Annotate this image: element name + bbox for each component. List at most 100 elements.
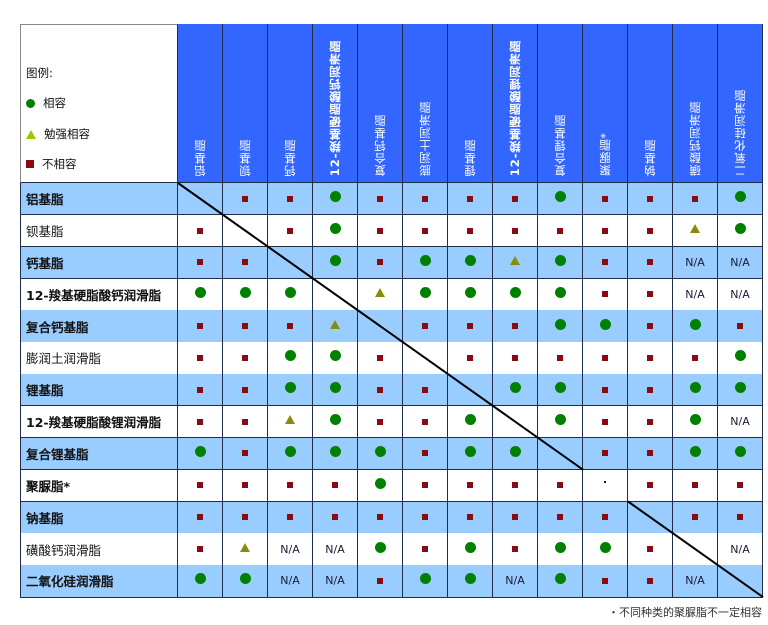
- incompatible-square-icon: [242, 386, 248, 393]
- compatible-circle-icon: [194, 573, 206, 585]
- table-cell: [448, 501, 493, 534]
- table-cell: [403, 565, 448, 598]
- table-cell: [718, 437, 763, 471]
- incompatible-square-icon: [737, 514, 743, 521]
- incompatible-square-icon: [377, 354, 383, 361]
- column-header-label: 12-羧基硬脂酸钙润滑脂: [328, 39, 342, 176]
- table-cell: [178, 310, 223, 343]
- table-cell: [223, 374, 268, 407]
- row-header: 二氧化硅润滑脂: [20, 565, 178, 598]
- cell-text: N/A: [730, 287, 750, 301]
- red-square-icon: [26, 160, 34, 168]
- table-cell: [223, 183, 268, 216]
- compatible-circle-icon: [554, 191, 566, 203]
- column-header-label: 二氧化硅润滑脂: [733, 88, 747, 177]
- incompatible-square-icon: [422, 418, 428, 425]
- incompatible-square-icon: [647, 482, 653, 489]
- table-cell: [583, 469, 628, 502]
- dot-icon: [604, 481, 606, 484]
- table-cell: [673, 183, 718, 216]
- fair-triangle-icon: [510, 255, 520, 265]
- table-cell: [223, 246, 268, 280]
- column-header: 12-羧基硬脂酸锂润滑脂: [493, 24, 538, 183]
- table-cell: [448, 310, 493, 343]
- column-header: 12-羧基硬脂酸钙润滑脂: [313, 24, 358, 183]
- compatible-circle-icon: [374, 541, 386, 553]
- table-cell: [358, 405, 403, 439]
- table-cell: [313, 342, 358, 375]
- table-cell: [223, 565, 268, 598]
- cell-text: N/A: [685, 255, 705, 269]
- column-header: 磺酸钙润滑脂: [673, 24, 718, 183]
- incompatible-square-icon: [647, 386, 653, 393]
- table-cell: [538, 310, 583, 343]
- compatible-circle-icon: [464, 286, 476, 298]
- table-cell: [493, 533, 538, 566]
- table-cell: [178, 533, 223, 566]
- table-cell: [538, 565, 583, 598]
- table-cell: [223, 405, 268, 439]
- table-cell: [358, 342, 403, 375]
- table-cell: [358, 183, 403, 216]
- row-header: 磺酸钙润滑脂: [20, 533, 178, 566]
- table-cell: N/A: [313, 533, 358, 566]
- column-header: 锂基脂: [448, 24, 493, 183]
- table-cell: [628, 469, 673, 502]
- table-cell: [628, 405, 673, 439]
- table-cell: [313, 310, 358, 343]
- table-cell: [223, 501, 268, 534]
- triangle-icon: [26, 129, 36, 139]
- incompatible-square-icon: [197, 323, 203, 330]
- cell-text: N/A: [325, 542, 345, 556]
- column-header: 钠基脂: [628, 24, 673, 183]
- table-cell: [718, 565, 763, 598]
- incompatible-square-icon: [422, 482, 428, 489]
- table-cell: [403, 469, 448, 502]
- table-cell: [538, 342, 583, 375]
- incompatible-square-icon: [647, 227, 653, 234]
- table-cell: [448, 437, 493, 471]
- table-cell: N/A: [673, 246, 718, 280]
- incompatible-square-icon: [692, 514, 698, 521]
- incompatible-square-icon: [287, 195, 293, 202]
- table-cell: [403, 405, 448, 439]
- incompatible-square-icon: [467, 227, 473, 234]
- column-header-label: 钡基脂: [238, 138, 252, 177]
- compatible-circle-icon: [554, 382, 566, 394]
- table-cell: [178, 565, 223, 598]
- table-cell: [583, 533, 628, 566]
- compatible-circle-icon: [599, 541, 611, 553]
- table-cell: [718, 374, 763, 407]
- compatible-circle-icon: [554, 254, 566, 266]
- table-cell: [313, 278, 358, 311]
- table-cell: [358, 437, 403, 471]
- incompatible-square-icon: [512, 546, 518, 553]
- fair-triangle-icon: [690, 224, 700, 234]
- compatible-circle-icon: [689, 318, 701, 330]
- column-header-label: 12-羧基硬脂酸锂润滑脂: [508, 39, 522, 176]
- incompatible-square-icon: [377, 514, 383, 521]
- column-header-label: 复合钙基脂: [373, 113, 387, 177]
- incompatible-square-icon: [422, 323, 428, 330]
- table-cell: [538, 405, 583, 439]
- table-cell: [268, 342, 313, 375]
- compatible-circle-icon: [734, 445, 746, 457]
- table-cell: [358, 565, 403, 598]
- incompatible-square-icon: [377, 577, 383, 584]
- table-cell: [493, 278, 538, 311]
- compatible-circle-icon: [329, 223, 341, 235]
- row-header: 复合钙基脂: [20, 310, 178, 343]
- compatible-circle-icon: [554, 286, 566, 298]
- row-header: 12-羧基硬脂酸钙润滑脂: [20, 278, 178, 311]
- table-cell: [583, 565, 628, 598]
- compatible-circle-icon: [194, 445, 206, 457]
- column-header: 二氧化硅润滑脂: [718, 24, 763, 183]
- table-cell: [493, 246, 538, 280]
- incompatible-square-icon: [512, 227, 518, 234]
- table-cell: [448, 533, 493, 566]
- compatible-circle-icon: [734, 382, 746, 394]
- table-cell: [718, 501, 763, 534]
- table-cell: [223, 533, 268, 566]
- compatible-circle-icon: [689, 382, 701, 394]
- table-cell: [358, 501, 403, 534]
